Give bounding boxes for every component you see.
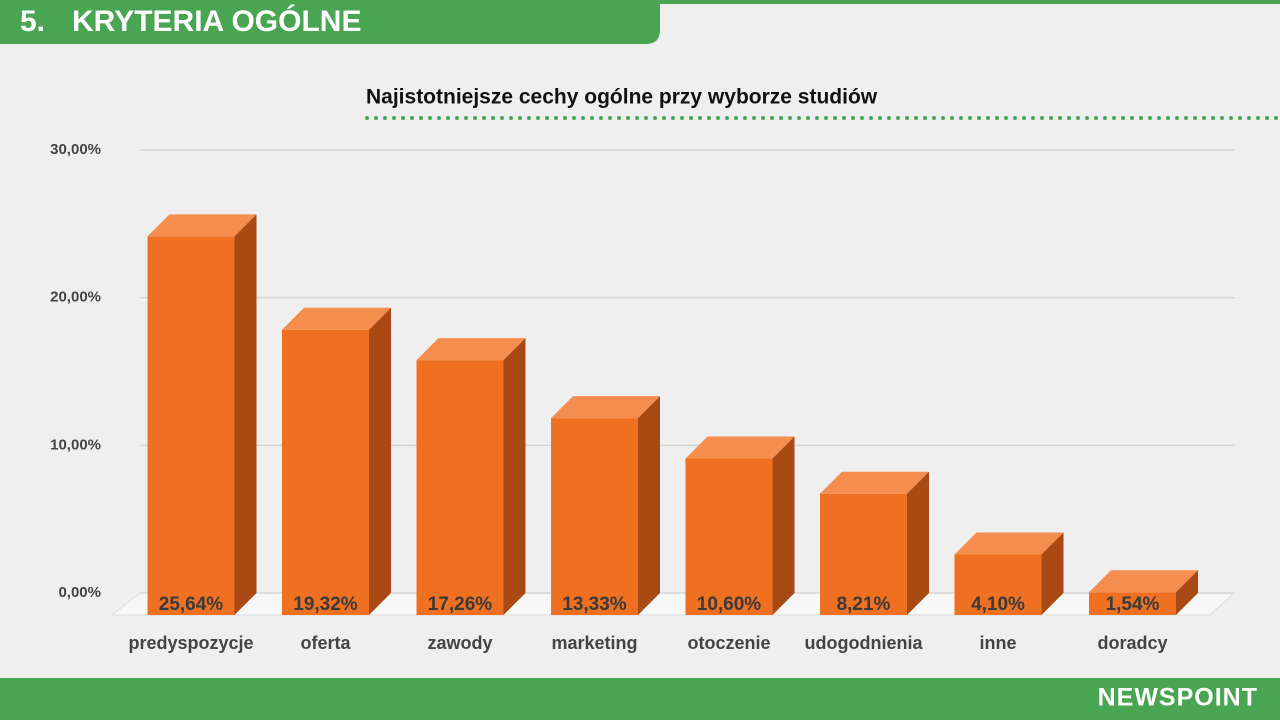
bar-side [907,471,929,615]
bar-front [954,554,1042,615]
bar-top [820,471,929,494]
bar-side [234,214,257,615]
footer-bar [0,678,1280,720]
value-label: 13,33% [562,594,627,615]
x-tick-label: zawody [427,633,492,653]
x-tick-label: oferta [300,633,351,653]
x-tick-label: inne [979,633,1016,653]
bar-side [638,396,660,615]
value-label: 17,26% [428,594,493,615]
x-tick-label: predyspozycje [128,633,253,653]
bar-front [282,329,369,615]
chart-title: Najistotniejsze cechy ogólne przy wyborz… [366,86,878,109]
bar-top [685,436,795,459]
bar-side [503,338,526,615]
value-label: 19,32% [293,594,358,615]
footer-logo: NEWSPOINT [1098,684,1258,712]
header-title: KRYTERIA OGÓLNE [72,4,361,38]
bar-side [369,307,391,615]
chart: 0,00% 10,00% 20,00% 30,00% 25,64% predyspozyc… [50,141,1235,653]
bar-side [1041,532,1064,615]
bar-front [147,236,235,615]
bar-top [954,532,1064,555]
y-tick-label: 30,00% [50,141,101,158]
bar-top [147,214,257,237]
x-tick-label: marketing [551,633,637,653]
x-tick-label: doradcy [1097,633,1167,653]
x-tick-label: udogodnienia [805,633,924,653]
value-label: 4,10% [971,594,1025,615]
bar-top [416,338,526,361]
bar-front [685,458,773,615]
header-number: 5. [20,5,45,38]
bar-front [416,360,504,615]
value-label: 8,21% [837,594,891,615]
y-tick-label: 20,00% [50,289,101,306]
bar-front [1089,592,1176,615]
bar-top [1089,570,1198,593]
bar-front [820,493,907,615]
y-tick-label: 0,00% [58,584,101,601]
bar-side [772,436,795,615]
header-bar [0,0,660,44]
bar-front [551,418,638,615]
value-label: 1,54% [1106,594,1160,615]
x-tick-label: otoczenie [687,633,770,653]
bar-top [282,307,391,330]
bar-side [1176,570,1198,615]
value-label: 10,60% [697,594,762,615]
y-tick-label: 10,00% [50,436,101,453]
bar-top [551,396,660,419]
floor [110,592,1236,616]
value-label: 25,64% [159,594,224,615]
